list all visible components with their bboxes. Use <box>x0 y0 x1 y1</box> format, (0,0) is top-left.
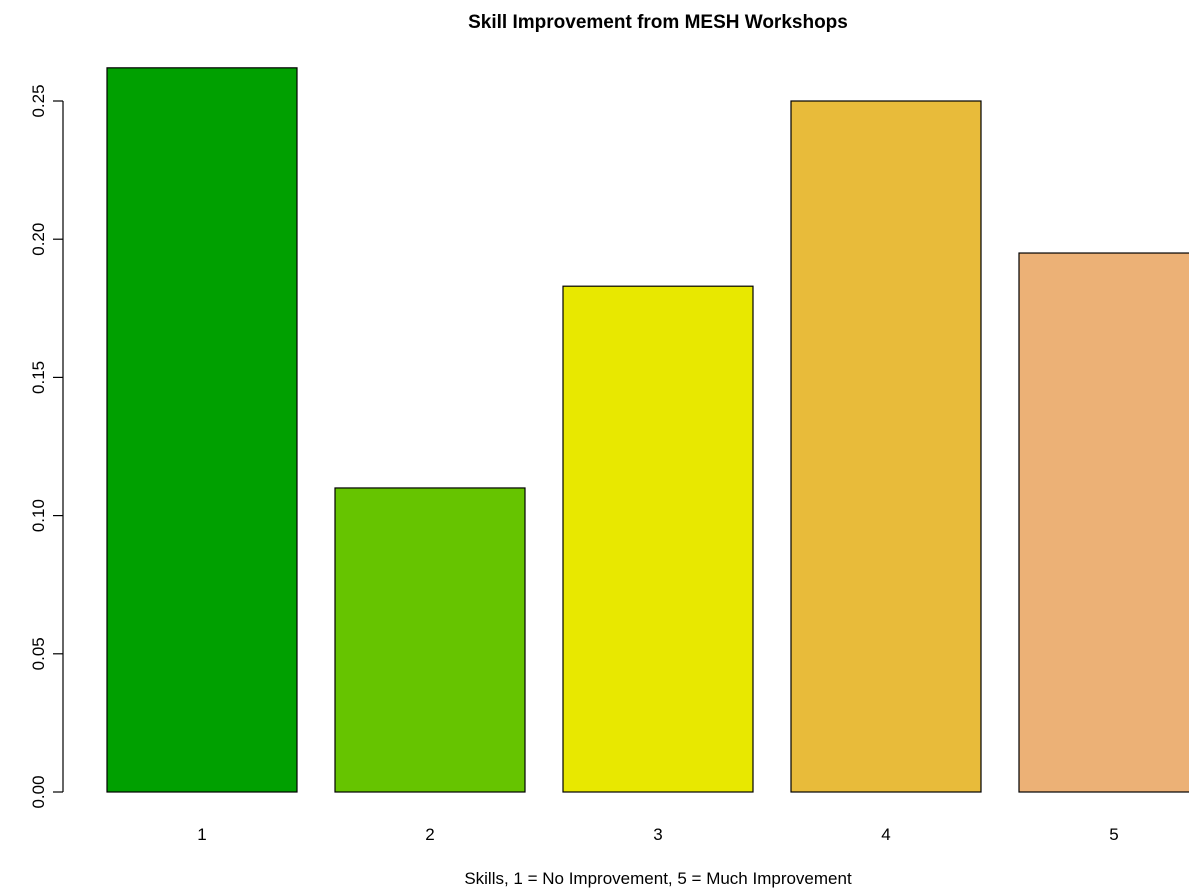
x-tick-labels: 1 2 3 4 5 <box>197 825 1118 844</box>
y-tick-label: 0.15 <box>29 361 48 394</box>
bar-5 <box>1018 252 1189 793</box>
y-tick-label: 0.05 <box>29 637 48 670</box>
x-tick-label-3: 3 <box>653 825 662 844</box>
x-tick-label-1: 1 <box>197 825 206 844</box>
y-tick-label: 0.20 <box>29 223 48 256</box>
bar-2 <box>334 487 526 793</box>
chart-title: Skill Improvement from MESH Workshops <box>468 12 848 33</box>
y-axis: 0.00 0.05 0.10 0.15 0.20 0.25 <box>29 84 64 809</box>
x-axis-label: Skills, 1 = No Improvement, 5 = Much Imp… <box>464 869 852 888</box>
y-tick-label: 0.00 <box>29 775 48 808</box>
bar-4 <box>790 100 982 793</box>
y-tick-label: 0.25 <box>29 84 48 117</box>
x-tick-label-4: 4 <box>881 825 890 844</box>
bar-1 <box>106 67 298 793</box>
bars <box>106 67 1189 793</box>
x-tick-label-2: 2 <box>425 825 434 844</box>
x-tick-label-5: 5 <box>1109 825 1118 844</box>
y-tick-label: 0.10 <box>29 499 48 532</box>
bar-3 <box>562 285 754 793</box>
